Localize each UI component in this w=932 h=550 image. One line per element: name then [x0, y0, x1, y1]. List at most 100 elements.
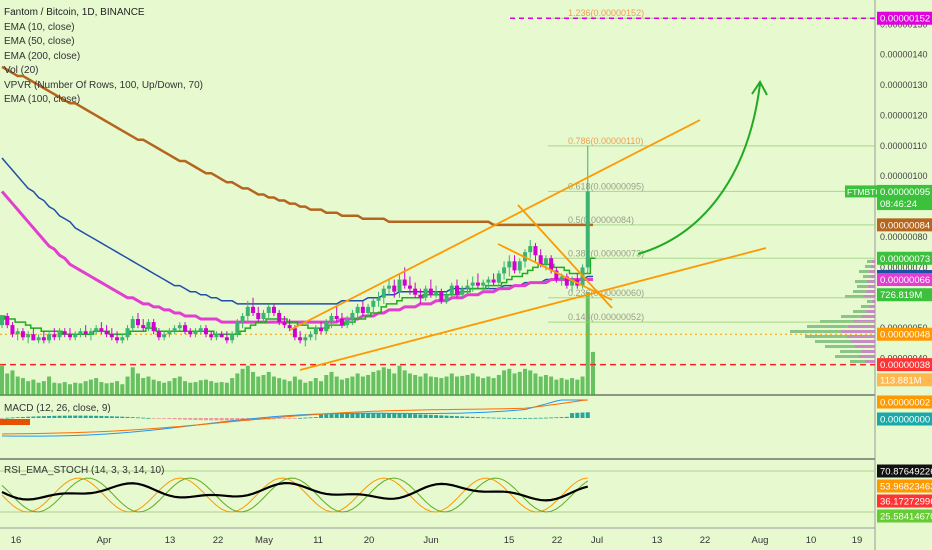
- candle-body: [99, 328, 104, 332]
- price-tag-label: 0.00000048: [880, 330, 930, 341]
- candle-body: [559, 276, 564, 280]
- rsi-price-tag-label: 53.96823463: [880, 482, 932, 493]
- candle-body: [277, 312, 282, 323]
- volume-bar: [0, 365, 4, 395]
- candle-body: [15, 331, 20, 335]
- x-tick-label: 13: [652, 535, 663, 546]
- volume-bar: [235, 373, 240, 395]
- vpvr-bar: [861, 350, 875, 353]
- price-tag-label: 0.00000095: [880, 187, 930, 198]
- volume-bar: [36, 382, 41, 395]
- volume-bar: [130, 367, 135, 395]
- macd-histogram-bar: [376, 413, 381, 418]
- candle-body: [31, 334, 36, 341]
- candle-body: [203, 328, 208, 335]
- volume-bar: [418, 376, 423, 395]
- price-tag-label: 0.00000066: [880, 275, 930, 286]
- candle-body: [481, 282, 486, 286]
- volume-bar: [439, 378, 444, 395]
- macd-histogram-bar: [496, 417, 501, 419]
- candle-body: [324, 322, 329, 332]
- candle-body: [10, 325, 15, 335]
- price-tag: [877, 251, 932, 265]
- x-tick-label: 15: [504, 535, 515, 546]
- macd-histogram-bar: [575, 412, 580, 418]
- candle-body: [407, 285, 412, 289]
- volume-bar: [481, 378, 486, 395]
- vpvr-bar: [867, 260, 872, 263]
- macd-histogram-bar: [313, 417, 318, 418]
- vpvr-bar: [867, 280, 875, 283]
- volume-bar: [329, 371, 334, 395]
- macd-histogram-bar: [402, 413, 407, 418]
- macd-histogram-bar: [329, 414, 334, 418]
- candle-body: [292, 328, 297, 338]
- y-tick-label: 0.00000080: [880, 232, 928, 242]
- vpvr-bar: [870, 275, 875, 278]
- candle-body: [271, 306, 276, 313]
- vpvr-bar: [807, 325, 848, 328]
- volume-bar: [355, 373, 360, 395]
- y-tick-label: 0.00000130: [880, 80, 928, 90]
- macd-histogram-bar: [543, 417, 548, 419]
- vpvr-bar: [815, 340, 851, 343]
- candle-body: [496, 273, 501, 283]
- macd-histogram-bar: [475, 417, 480, 418]
- macd-histogram-bar: [381, 413, 386, 418]
- volume-bar: [167, 381, 172, 395]
- volume-bar: [423, 373, 428, 395]
- macd-histogram-bar: [183, 418, 188, 420]
- volume-bar: [282, 379, 287, 395]
- macd-histogram-bar: [0, 418, 4, 419]
- price-tag-label: 0.00000084: [880, 220, 930, 231]
- legend-ema100: EMA (100, close): [4, 94, 81, 105]
- volume-bar: [240, 368, 245, 395]
- vpvr-bar: [871, 265, 875, 268]
- volume-bar: [319, 381, 324, 395]
- macd-histogram-bar: [57, 415, 62, 418]
- vpvr-bar: [835, 355, 859, 358]
- macd-histogram-bar: [392, 413, 397, 418]
- macd-histogram-bar: [125, 416, 130, 418]
- candle-body: [512, 261, 517, 271]
- volume-bar: [496, 375, 501, 395]
- candle-body: [282, 322, 287, 326]
- volume-bar: [67, 384, 72, 395]
- price-tag: [877, 273, 932, 287]
- wedge-lower-line: [497, 243, 613, 301]
- macd-histogram-bar: [444, 415, 449, 418]
- candle-body: [366, 306, 371, 313]
- macd-histogram-bar: [198, 418, 203, 421]
- macd-histogram-bar: [240, 418, 245, 421]
- macd-histogram-bar: [26, 416, 31, 418]
- volume-bar: [20, 378, 25, 395]
- x-tick-label: Jun: [423, 535, 438, 546]
- candle-body: [41, 337, 46, 341]
- vpvr-bar: [847, 325, 875, 328]
- macd-histogram-bar: [387, 413, 392, 418]
- macd-histogram-bar: [502, 417, 507, 419]
- macd-label: MACD (12, 26, close, 9): [4, 403, 111, 414]
- volume-bar: [230, 378, 235, 395]
- macd-histogram-bar: [428, 414, 433, 418]
- macd-histogram-bar: [491, 417, 496, 419]
- volume-bar: [47, 376, 52, 395]
- vpvr-bar: [867, 285, 875, 288]
- volume-bar: [350, 376, 355, 395]
- fib-level-label: 0.618(0.00000095): [568, 181, 644, 191]
- volume-bar: [188, 382, 193, 395]
- volume-bar: [449, 373, 454, 395]
- volume-bar: [407, 373, 412, 395]
- macd-histogram-bar: [120, 416, 125, 418]
- candle-body: [313, 328, 318, 335]
- volume-bar: [10, 370, 15, 395]
- macd-histogram-bar: [339, 413, 344, 418]
- candle-body: [261, 312, 266, 320]
- vpvr-bar: [853, 310, 867, 313]
- macd-histogram-bar: [303, 417, 308, 419]
- volume-bar: [251, 371, 256, 395]
- candle-body: [475, 282, 480, 286]
- macd-histogram-bar: [360, 413, 365, 418]
- volume-bar: [298, 379, 303, 395]
